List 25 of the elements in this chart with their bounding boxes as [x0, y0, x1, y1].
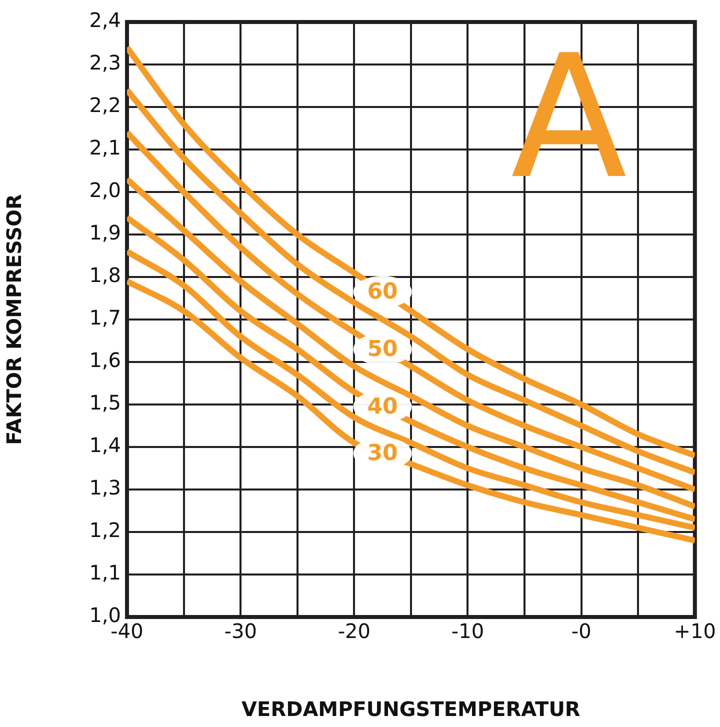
- y-tick-label: 2,4: [89, 8, 121, 32]
- y-tick-label: 1,4: [89, 433, 121, 458]
- y-tick-label: 2,0: [89, 178, 121, 202]
- y-tick-label: 1,2: [89, 518, 121, 542]
- x-tick-label: -30: [224, 619, 257, 644]
- x-tick-label: +10: [674, 619, 716, 644]
- y-tick-label: 1,1: [89, 560, 121, 585]
- y-tick-label: 1,5: [89, 390, 121, 415]
- x-tick-label: -10: [451, 619, 484, 644]
- y-tick-label: 1,3: [89, 476, 121, 500]
- x-axis-title: VERDAMPFUNGSTEMPERATUR: [242, 697, 580, 722]
- y-tick-label: 2,1: [89, 136, 121, 160]
- x-tick-label: -0: [571, 619, 592, 644]
- x-tick-label: -20: [338, 619, 370, 644]
- series-label: 50: [367, 336, 398, 362]
- series-label: 60: [367, 280, 398, 305]
- y-tick-label: 2,3: [89, 50, 121, 75]
- y-tick-label: 1,6: [89, 348, 121, 372]
- y-tick-label: 1,9: [89, 220, 121, 245]
- y-axis-title: FAKTOR KOMPRESSOR: [2, 194, 26, 445]
- y-tick-label: 1,8: [89, 263, 121, 288]
- series-label: 40: [367, 394, 398, 420]
- y-tick-label: 2,2: [89, 93, 121, 118]
- series-label: 30: [367, 441, 398, 466]
- y-tick-label: 1,7: [89, 306, 121, 330]
